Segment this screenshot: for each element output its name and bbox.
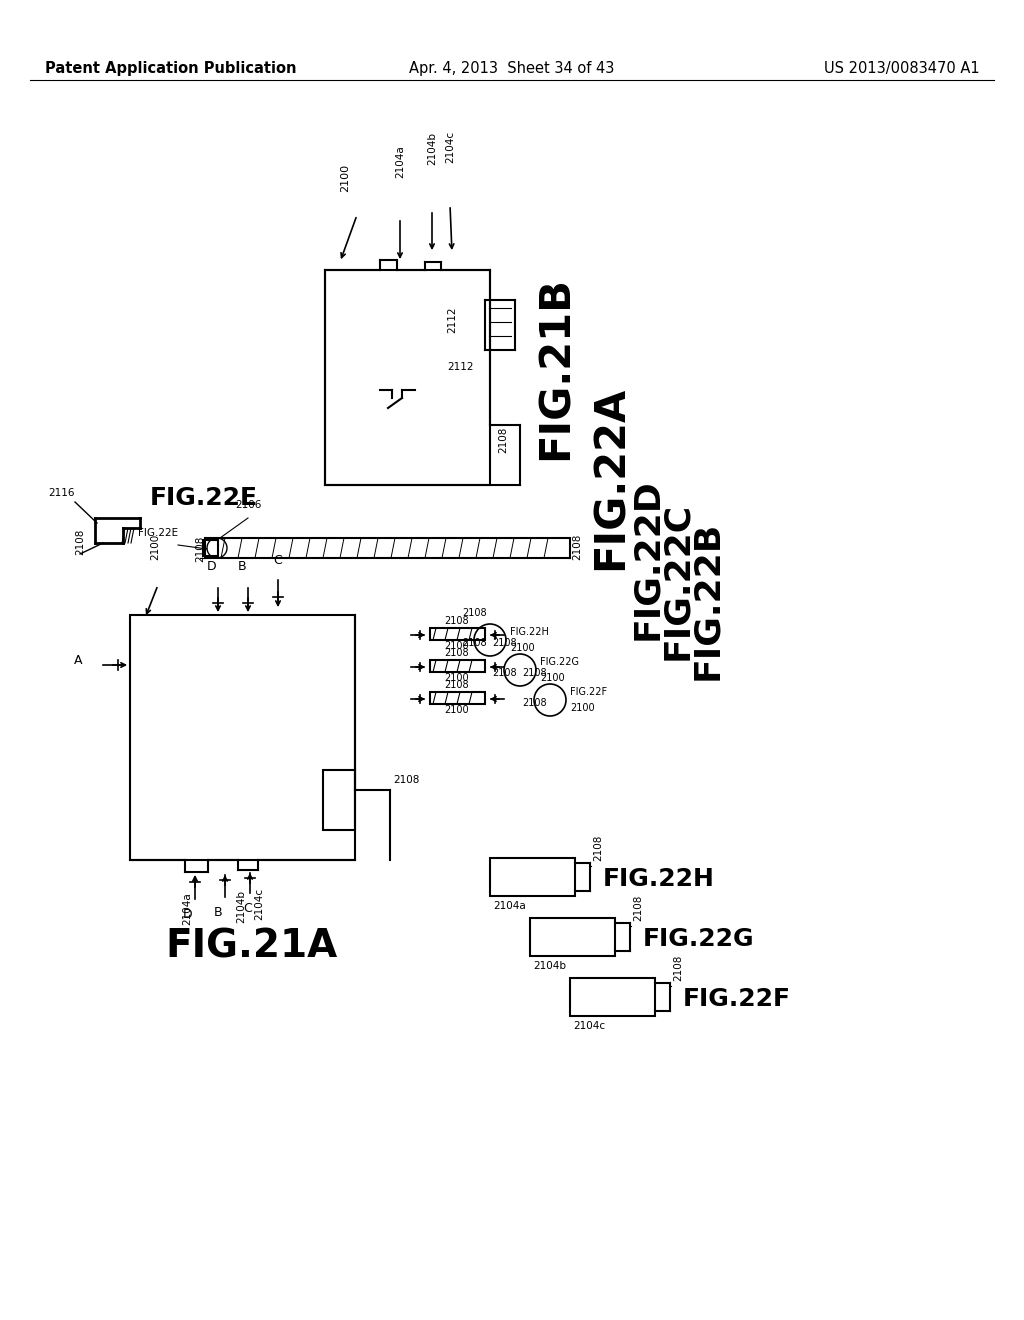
Text: 2108: 2108 — [572, 533, 582, 560]
Text: 2108: 2108 — [673, 954, 683, 981]
Text: A: A — [74, 653, 82, 667]
Text: 2108: 2108 — [444, 680, 469, 690]
Text: FIG.22H: FIG.22H — [603, 867, 715, 891]
Text: FIG.22F: FIG.22F — [683, 987, 791, 1011]
Text: FIG.22E: FIG.22E — [138, 528, 178, 539]
Text: FIG.22E: FIG.22E — [150, 486, 258, 510]
Text: 2108: 2108 — [444, 648, 469, 657]
Text: 2100: 2100 — [510, 643, 535, 653]
Text: FIG.22H: FIG.22H — [510, 627, 549, 638]
Text: 2108: 2108 — [522, 698, 547, 708]
Text: D: D — [207, 560, 217, 573]
Text: Apr. 4, 2013  Sheet 34 of 43: Apr. 4, 2013 Sheet 34 of 43 — [410, 61, 614, 75]
Bar — [430, 628, 485, 640]
Text: 2108: 2108 — [492, 638, 517, 648]
Text: 2104a: 2104a — [493, 902, 525, 911]
Bar — [530, 917, 615, 956]
Bar — [430, 692, 485, 704]
Bar — [430, 660, 485, 672]
Text: 2112: 2112 — [447, 362, 473, 372]
Bar — [203, 540, 218, 556]
Text: B: B — [238, 560, 247, 573]
Text: 2104a: 2104a — [182, 892, 193, 925]
Text: 2108: 2108 — [195, 536, 205, 562]
Text: 2104c: 2104c — [573, 1020, 605, 1031]
Text: C: C — [273, 554, 283, 568]
Text: 2100: 2100 — [444, 705, 469, 715]
Bar — [205, 539, 570, 558]
Text: US 2013/0083470 A1: US 2013/0083470 A1 — [824, 61, 980, 75]
Bar — [570, 978, 655, 1016]
Text: 2100: 2100 — [340, 164, 350, 191]
Text: 2108: 2108 — [444, 616, 469, 626]
Bar — [325, 271, 490, 484]
Text: FIG.22F: FIG.22F — [570, 686, 607, 697]
Text: 2104b: 2104b — [534, 961, 566, 972]
Text: 2100: 2100 — [150, 533, 160, 560]
Text: 2108: 2108 — [492, 668, 517, 678]
Text: FIG.21B: FIG.21B — [535, 276, 577, 459]
Text: FIG.22A: FIG.22A — [590, 385, 632, 570]
Text: 2108: 2108 — [633, 895, 643, 921]
Text: 2104b: 2104b — [236, 890, 246, 923]
Text: FIG.22B: FIG.22B — [690, 521, 724, 680]
Text: FIG.22G: FIG.22G — [540, 657, 579, 667]
Bar — [490, 858, 575, 896]
Text: 2108: 2108 — [75, 528, 85, 554]
Text: 2108: 2108 — [498, 426, 508, 453]
Text: 2112: 2112 — [447, 306, 457, 333]
Text: 2100: 2100 — [540, 673, 564, 682]
Text: 2108: 2108 — [522, 668, 547, 678]
Bar — [323, 770, 355, 830]
Text: 2104c: 2104c — [254, 888, 264, 920]
Text: 2104c: 2104c — [445, 131, 455, 162]
Text: 2108: 2108 — [462, 638, 486, 648]
Bar — [130, 615, 355, 861]
Text: FIG.22G: FIG.22G — [643, 927, 755, 950]
Text: FIG.21A: FIG.21A — [165, 928, 337, 966]
Text: D: D — [183, 908, 193, 921]
Text: 2106: 2106 — [234, 500, 261, 510]
Text: FIG.22D: FIG.22D — [630, 478, 664, 640]
Text: 2108: 2108 — [593, 834, 603, 861]
Text: 2100: 2100 — [444, 642, 469, 651]
Text: 2116: 2116 — [48, 488, 75, 498]
Text: 2104a: 2104a — [395, 145, 406, 178]
Text: B: B — [214, 906, 222, 919]
Text: 2108: 2108 — [462, 609, 486, 618]
Text: Patent Application Publication: Patent Application Publication — [45, 61, 297, 75]
Text: 2100: 2100 — [444, 673, 469, 682]
Text: FIG.22C: FIG.22C — [660, 502, 694, 660]
Text: C: C — [244, 902, 252, 915]
Text: 2104b: 2104b — [427, 132, 437, 165]
Text: 2108: 2108 — [393, 775, 420, 785]
Text: 2100: 2100 — [570, 704, 595, 713]
